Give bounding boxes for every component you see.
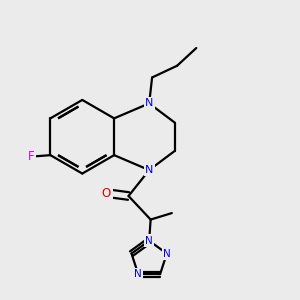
Text: F: F [28,150,34,163]
Text: N: N [145,98,153,108]
Text: N: N [163,249,171,259]
Text: N: N [145,236,153,246]
Text: O: O [102,187,111,200]
Text: N: N [134,269,142,279]
Text: N: N [145,165,153,175]
